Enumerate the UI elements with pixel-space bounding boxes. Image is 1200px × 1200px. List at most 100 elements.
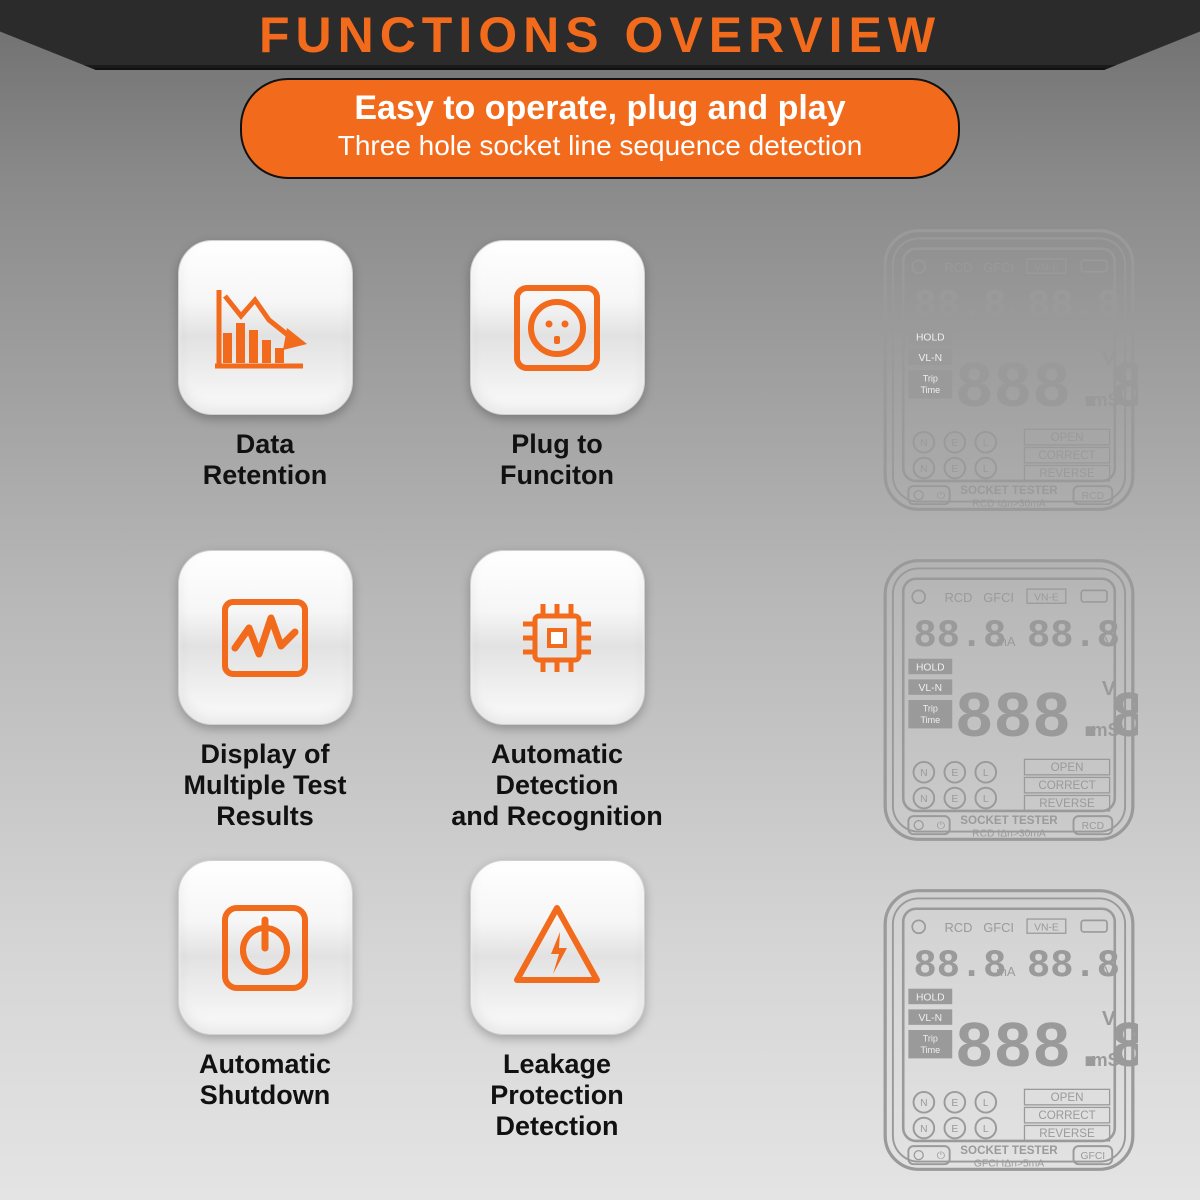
svg-text:V: V (1104, 304, 1114, 320)
svg-text:GFCI: GFCI (983, 920, 1014, 935)
svg-text:V: V (1102, 677, 1116, 700)
feature-2: Display ofMultiple TestResults (150, 550, 380, 850)
svg-text:mS: mS (1092, 1050, 1120, 1070)
svg-text:CORRECT: CORRECT (1038, 449, 1095, 462)
svg-text:mA: mA (996, 634, 1016, 649)
svg-text:RCD: RCD (945, 590, 973, 605)
svg-text:RCD: RCD (1082, 821, 1104, 832)
svg-text:V: V (1104, 964, 1114, 980)
data-retention-card (178, 240, 353, 415)
svg-text:Trip: Trip (923, 704, 938, 714)
svg-text:RCD: RCD (1082, 491, 1104, 502)
display-icon (215, 588, 315, 688)
svg-text:L: L (983, 1098, 989, 1109)
feature-label: Display ofMultiple TestResults (183, 739, 346, 832)
svg-text:⏻: ⏻ (937, 1151, 945, 1162)
feature-label: LeakageProtectionDetection (490, 1049, 624, 1142)
svg-text:88.8: 88.8 (914, 284, 1007, 328)
feature-5: LeakageProtectionDetection (442, 860, 672, 1160)
svg-text:Trip: Trip (923, 1034, 938, 1044)
svg-text:OPEN: OPEN (1051, 761, 1084, 774)
svg-text:Time: Time (920, 385, 940, 395)
feature-label: Plug toFunciton (500, 429, 614, 491)
svg-text:VN-E: VN-E (1034, 593, 1059, 604)
svg-text:RCD: RCD (945, 920, 973, 935)
auto-detect-card (470, 550, 645, 725)
feature-0: DataRetention (150, 240, 380, 540)
pill-line-2: Three hole socket line sequence detectio… (288, 129, 912, 163)
svg-text:E: E (951, 768, 958, 779)
svg-text:VN-E: VN-E (1034, 923, 1059, 934)
svg-text:GFCI: GFCI (1081, 1151, 1106, 1162)
svg-text:Time: Time (920, 715, 940, 725)
svg-text:GFCI: GFCI (983, 260, 1014, 275)
svg-text:V: V (1102, 1007, 1116, 1030)
data-retention-icon (215, 278, 315, 378)
device-illustration-0: RCD GFCI VN-E 88.8 mA 88.8 V HOLD VL-N T… (880, 225, 1138, 515)
svg-text:GFCI: GFCI (983, 590, 1014, 605)
plug-card (470, 240, 645, 415)
svg-text:GFCI IΔn>5mA: GFCI IΔn>5mA (974, 1159, 1044, 1170)
shutdown-card (178, 860, 353, 1035)
svg-text:SOCKET TESTER: SOCKET TESTER (960, 484, 1058, 497)
subtitle-pill: Easy to operate, plug and play Three hol… (240, 78, 960, 179)
svg-text:Trip: Trip (923, 374, 938, 384)
svg-text:VN-E: VN-E (1034, 263, 1059, 274)
svg-text:V: V (1104, 634, 1114, 650)
device-column: RCD GFCI VN-E 88.8 mA 88.8 V HOLD VL-N T… (880, 225, 1150, 1175)
svg-text:N: N (920, 794, 927, 805)
leakage-card (470, 860, 645, 1035)
plug-icon (507, 278, 607, 378)
svg-text:N: N (920, 1124, 927, 1135)
svg-text:VL-N: VL-N (919, 683, 943, 694)
svg-text:L: L (983, 794, 989, 805)
svg-text:mA: mA (996, 964, 1016, 979)
device-illustration-1: RCD GFCI VN-E 88.8 mA 88.8 V HOLD VL-N T… (880, 555, 1138, 845)
svg-text:⏻: ⏻ (937, 491, 945, 502)
svg-text:N: N (920, 464, 927, 475)
svg-text:VL-N: VL-N (919, 1013, 943, 1024)
svg-text:E: E (951, 1098, 958, 1109)
svg-text:RCD IΔn>30mA: RCD IΔn>30mA (972, 829, 1046, 840)
svg-text:RCD: RCD (945, 260, 973, 275)
svg-text:N: N (920, 438, 927, 449)
header: FUNCTIONS OVERVIEW (0, 0, 1200, 80)
svg-text:N: N (920, 768, 927, 779)
svg-text:⏻: ⏻ (937, 821, 945, 832)
feature-3: AutomaticDetectionand Recognition (442, 550, 672, 850)
svg-text:E: E (951, 794, 958, 805)
svg-text:OPEN: OPEN (1051, 431, 1084, 444)
svg-text:VL-N: VL-N (919, 353, 943, 364)
svg-text:RCD IΔn>30mA: RCD IΔn>30mA (972, 499, 1046, 510)
feature-label: AutomaticShutdown (199, 1049, 331, 1111)
feature-grid: DataRetention Plug toFunciton Display ofMu… (150, 240, 672, 1160)
svg-text:N: N (920, 1098, 927, 1109)
svg-text:E: E (951, 464, 958, 475)
svg-text:HOLD: HOLD (916, 992, 945, 1003)
svg-text:V: V (1102, 347, 1116, 370)
feature-1: Plug toFunciton (442, 240, 672, 540)
svg-text:CORRECT: CORRECT (1038, 1109, 1095, 1122)
device-illustration-2: RCD GFCI VN-E 88.8 mA 88.8 V HOLD VL-N T… (880, 885, 1138, 1175)
svg-text:E: E (951, 438, 958, 449)
svg-text:REVERSE: REVERSE (1039, 467, 1095, 480)
svg-text:REVERSE: REVERSE (1039, 1127, 1095, 1140)
svg-text:88.8: 88.8 (914, 614, 1007, 658)
svg-text:REVERSE: REVERSE (1039, 797, 1095, 810)
svg-text:SOCKET TESTER: SOCKET TESTER (960, 1144, 1058, 1157)
feature-label: AutomaticDetectionand Recognition (451, 739, 663, 832)
svg-text:L: L (983, 1124, 989, 1135)
feature-label: DataRetention (203, 429, 328, 491)
shutdown-icon (215, 898, 315, 998)
svg-text:L: L (983, 768, 989, 779)
svg-text:mS: mS (1092, 720, 1120, 740)
svg-text:OPEN: OPEN (1051, 1091, 1084, 1104)
svg-text:E: E (951, 1124, 958, 1135)
feature-4: AutomaticShutdown (150, 860, 380, 1160)
svg-text:HOLD: HOLD (916, 662, 945, 673)
svg-text:L: L (983, 464, 989, 475)
svg-text:mA: mA (996, 304, 1016, 319)
svg-text:HOLD: HOLD (916, 332, 945, 343)
svg-text:SOCKET TESTER: SOCKET TESTER (960, 814, 1058, 827)
display-card (178, 550, 353, 725)
